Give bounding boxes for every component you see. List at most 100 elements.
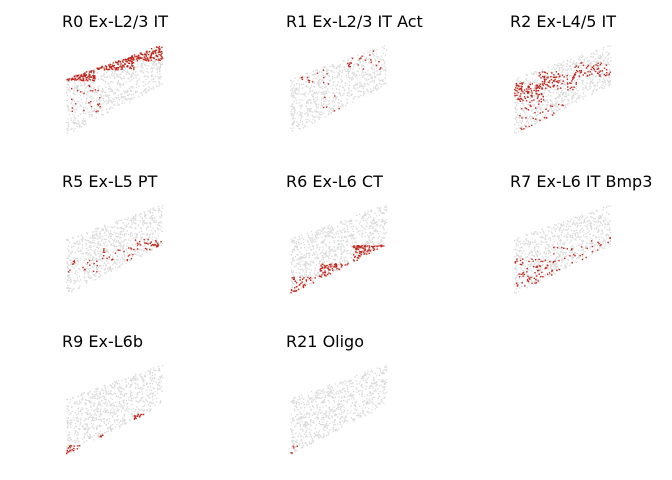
background-cell <box>109 107 111 110</box>
background-cell <box>330 250 332 252</box>
highlighted-cell <box>566 82 569 84</box>
highlighted-cell <box>597 73 599 75</box>
background-cell <box>378 209 380 211</box>
background-cell <box>94 259 96 261</box>
background-cell <box>599 57 601 59</box>
background-cell <box>90 249 92 251</box>
highlighted-cell <box>353 259 355 261</box>
highlighted-cell <box>152 57 154 59</box>
background-cell <box>92 257 94 259</box>
background-cell <box>571 98 573 100</box>
background-cell <box>586 238 588 240</box>
background-cell <box>528 84 530 86</box>
background-cell <box>82 121 84 123</box>
highlighted-cell <box>100 67 102 69</box>
highlighted-cell <box>74 77 76 80</box>
highlighted-cell <box>103 255 105 257</box>
background-cell <box>155 209 157 212</box>
background-cell <box>66 132 68 134</box>
background-cell <box>530 250 532 252</box>
background-cell <box>321 236 323 238</box>
background-cell <box>295 265 297 267</box>
background-cell <box>293 101 295 103</box>
highlighted-cell <box>97 89 99 92</box>
background-cell <box>140 249 142 251</box>
background-cell <box>375 225 377 227</box>
background-cell <box>556 86 558 89</box>
background-cell <box>583 58 585 60</box>
background-cell <box>110 270 112 272</box>
background-cell <box>603 59 605 61</box>
background-cell <box>142 71 144 74</box>
highlighted-cell <box>127 58 130 60</box>
background-cell <box>112 263 114 266</box>
background-cell <box>333 105 335 107</box>
background-cell <box>354 244 356 247</box>
background-cell <box>565 74 567 77</box>
background-cell <box>103 258 106 260</box>
background-cell <box>560 91 562 93</box>
highlighted-cell <box>571 86 573 89</box>
highlighted-cell <box>357 248 360 251</box>
background-cell <box>328 111 330 113</box>
highlighted-cell <box>381 245 383 247</box>
background-cell <box>365 220 367 222</box>
highlighted-cell <box>326 264 328 267</box>
background-cell <box>126 94 129 96</box>
background-cell <box>292 114 294 116</box>
background-cell <box>525 79 527 82</box>
background-cell <box>89 245 91 247</box>
highlighted-cell <box>341 265 343 267</box>
background-cell <box>517 261 519 263</box>
background-cell <box>158 208 160 210</box>
background-cell <box>298 258 301 260</box>
background-cell <box>358 59 361 62</box>
highlighted-cell <box>161 52 163 54</box>
highlighted-cell <box>527 86 529 89</box>
background-cell <box>562 254 564 256</box>
background-cell <box>372 52 374 54</box>
background-cell <box>118 233 120 235</box>
highlighted-cell <box>108 68 111 71</box>
background-cell <box>550 266 552 268</box>
background-cell <box>94 231 96 233</box>
highlighted-cell <box>89 264 91 266</box>
background-cell <box>523 264 525 267</box>
background-cell <box>296 279 298 281</box>
background-cell <box>515 132 517 134</box>
highlighted-cell <box>127 65 129 67</box>
highlighted-cell <box>291 277 293 279</box>
background-cell <box>159 73 161 75</box>
background-cell <box>558 93 560 95</box>
background-cell <box>293 110 296 113</box>
background-cell <box>148 242 150 244</box>
highlighted-cell <box>575 65 577 67</box>
background-cell <box>135 233 138 236</box>
background-cell <box>378 73 380 76</box>
background-cell <box>85 281 88 283</box>
highlighted-cell <box>546 77 548 79</box>
background-cell <box>353 72 355 74</box>
highlighted-cell <box>535 85 537 87</box>
highlighted-cell <box>575 71 577 74</box>
background-cell <box>101 90 103 92</box>
background-cell <box>91 237 93 239</box>
background-cell <box>595 227 597 229</box>
background-cell <box>153 218 156 220</box>
highlighted-cell <box>551 72 553 74</box>
background-cell <box>376 221 378 223</box>
background-cell <box>590 64 592 67</box>
background-cell <box>545 253 547 255</box>
background-cell <box>158 61 160 63</box>
background-cell <box>122 258 124 260</box>
background-cell <box>99 274 102 277</box>
background-cell <box>530 262 533 265</box>
highlighted-cell <box>527 91 530 94</box>
background-cell <box>67 245 70 247</box>
background-cell <box>601 87 604 89</box>
background-cell <box>319 86 321 89</box>
background-cell <box>114 92 116 94</box>
background-cell <box>384 67 387 69</box>
background-cell <box>562 61 565 63</box>
background-cell <box>371 76 373 78</box>
